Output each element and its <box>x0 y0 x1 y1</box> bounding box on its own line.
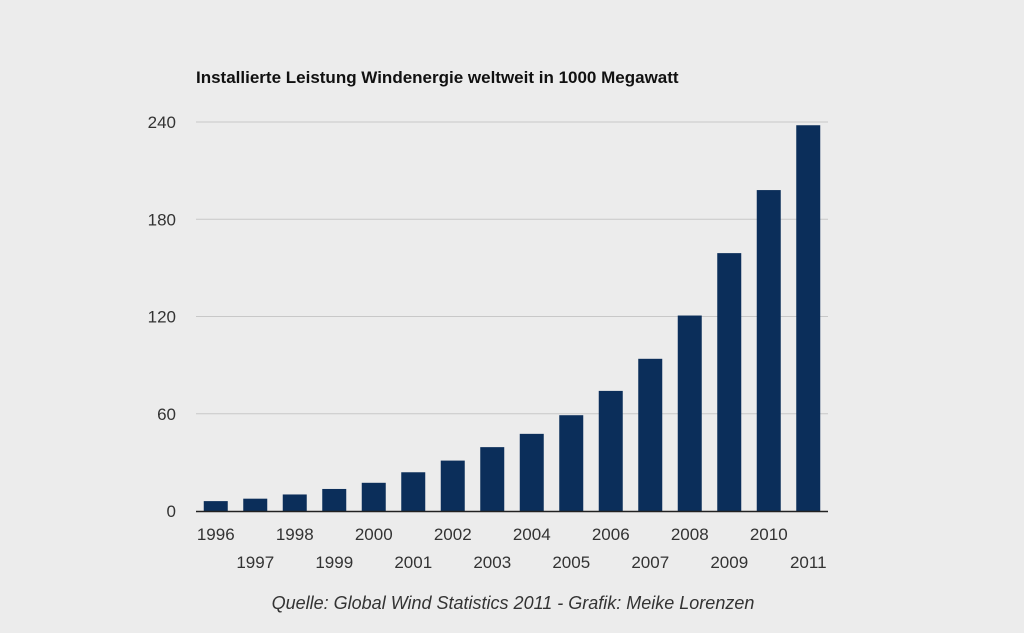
x-tick-label: 2008 <box>671 525 709 544</box>
bar-2011 <box>796 125 821 511</box>
bar-1997 <box>243 498 268 511</box>
y-tick-label: 240 <box>148 113 176 132</box>
x-tick-label: 1996 <box>197 525 235 544</box>
y-tick-label: 120 <box>148 308 176 327</box>
x-tick-label: 1999 <box>315 553 353 572</box>
y-tick-label: 60 <box>157 405 176 424</box>
y-tick-label: 0 <box>167 502 176 521</box>
x-tick-label: 2010 <box>750 525 788 544</box>
x-tick-label: 2009 <box>710 553 748 572</box>
bar-2008 <box>677 315 702 511</box>
bar-1999 <box>322 488 347 511</box>
bar-2002 <box>440 460 465 511</box>
x-tick-label: 2005 <box>552 553 590 572</box>
x-tick-label: 1997 <box>236 553 274 572</box>
y-tick-label: 180 <box>148 210 176 229</box>
bar-2009 <box>717 253 742 511</box>
x-tick-label: 2011 <box>790 553 827 572</box>
bar-2001 <box>401 472 426 511</box>
x-tick-label: 2000 <box>355 525 393 544</box>
bar-2003 <box>480 447 505 511</box>
bar-2006 <box>598 390 623 511</box>
x-tick-label: 2006 <box>592 525 630 544</box>
x-tick-label: 2004 <box>513 525 551 544</box>
bars <box>203 125 821 511</box>
x-tick-label: 1998 <box>276 525 314 544</box>
bar-2004 <box>519 433 544 511</box>
bar-2010 <box>756 190 781 511</box>
x-tick-label: 2001 <box>394 553 432 572</box>
x-tick-label: 2002 <box>434 525 472 544</box>
chart-title: Installierte Leistung Windenergie weltwe… <box>196 68 679 87</box>
x-axis-ticks: 1996199719981999200020012002200320042005… <box>197 525 827 572</box>
bar-2005 <box>559 415 584 511</box>
source-caption: Quelle: Global Wind Statistics 2011 - Gr… <box>272 593 755 613</box>
x-tick-label: 2007 <box>631 553 669 572</box>
bar-2000 <box>361 482 386 511</box>
y-axis-ticks: 0 60 120 180 240 <box>148 113 176 521</box>
x-tick-label: 2003 <box>473 553 511 572</box>
bar-1996 <box>203 501 228 511</box>
bar-2007 <box>638 358 663 511</box>
bar-1998 <box>282 494 307 511</box>
